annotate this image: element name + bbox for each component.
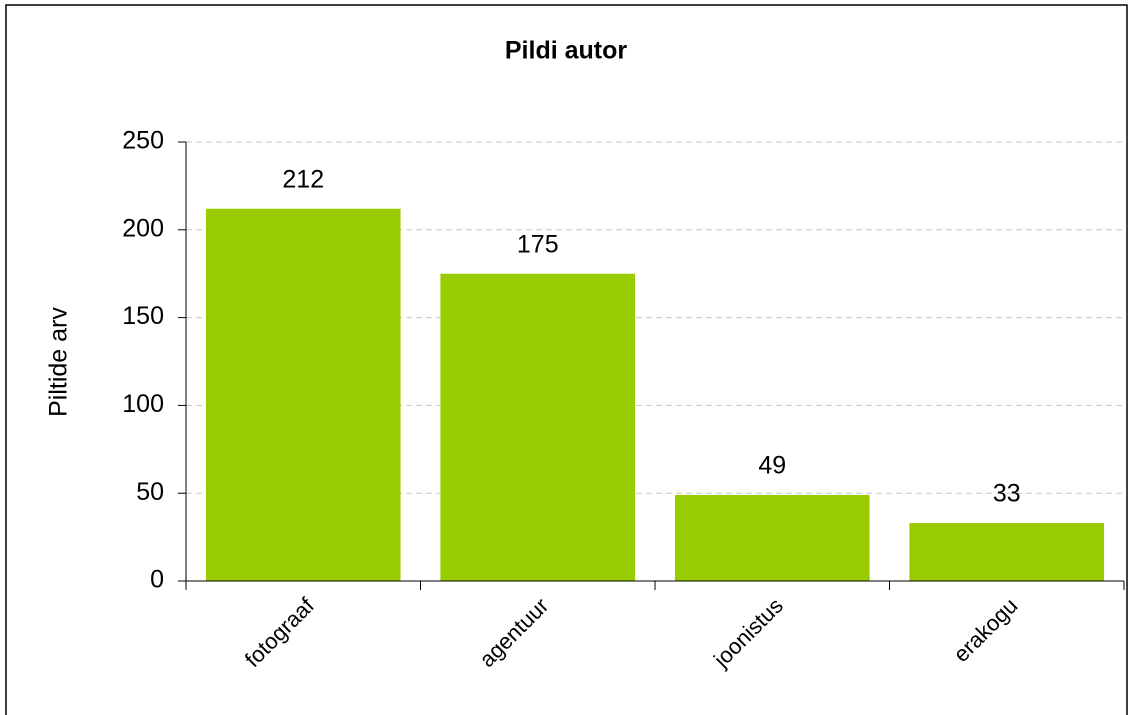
bar <box>205 208 401 581</box>
bar <box>440 273 636 581</box>
data-label: 49 <box>758 452 786 480</box>
bar <box>909 523 1105 581</box>
data-label: 212 <box>282 165 324 193</box>
y-tick-label: 250 <box>122 127 164 155</box>
y-tick-label: 50 <box>136 478 164 506</box>
data-label: 33 <box>993 480 1021 508</box>
data-label: 175 <box>517 230 559 258</box>
chart-title: Pildi autor <box>505 37 628 65</box>
y-tick-label: 100 <box>122 390 164 418</box>
bar <box>674 494 870 581</box>
y-tick-label: 200 <box>122 214 164 242</box>
y-tick-label: 0 <box>150 566 164 594</box>
y-axis-label: Piltide arv <box>45 307 73 417</box>
y-tick-label: 150 <box>122 302 164 330</box>
